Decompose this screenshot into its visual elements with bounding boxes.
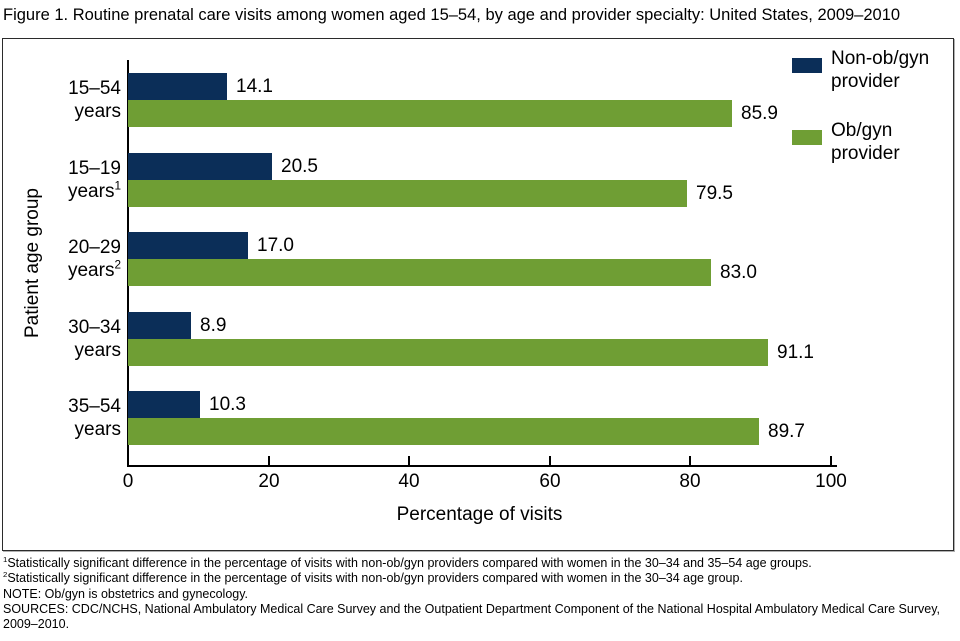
- category-label-35–54: 35–54 years: [68, 396, 121, 440]
- bar-value-obgyn-15–54: 85.9: [741, 103, 778, 124]
- bar-value-non-obgyn-20–29: 17.0: [257, 235, 294, 256]
- legend-label-obgyn: Ob/gyn provider: [831, 120, 900, 164]
- x-axis-line: [127, 465, 837, 467]
- category-label-15–54: 15–54 years: [68, 78, 121, 122]
- figure-title: Figure 1. Routine prenatal care visits a…: [3, 6, 901, 24]
- bar-obgyn-30–34: [128, 339, 768, 366]
- bar-non-obgyn-30–34: [128, 312, 191, 339]
- bar-value-obgyn-35–54: 89.7: [768, 421, 805, 442]
- bar-value-non-obgyn-15–19: 20.5: [281, 156, 318, 177]
- x-tick-40: [408, 456, 410, 465]
- footnote-1: 1Statistically significant difference in…: [3, 554, 812, 570]
- x-tick-20: [268, 456, 270, 465]
- x-tick-0: [127, 456, 129, 465]
- x-tick-label-80: 80: [679, 471, 701, 492]
- bar-value-obgyn-15–19: 79.5: [696, 183, 733, 204]
- bar-obgyn-35–54: [128, 418, 759, 445]
- category-label-20–29: 20–29 years2: [67, 237, 121, 281]
- x-tick-label-20: 20: [258, 471, 280, 492]
- x-tick-100: [830, 456, 832, 465]
- bar-non-obgyn-35–54: [128, 391, 200, 418]
- x-tick-60: [549, 456, 551, 465]
- legend-label-non-obgyn: Non-ob/gyn provider: [831, 48, 930, 92]
- footnote-3: NOTE: Ob/gyn is obstetrics and gynecolog…: [3, 586, 249, 601]
- bar-non-obgyn-20–29: [128, 232, 248, 259]
- category-label-15–19: 15–19 years1: [67, 158, 121, 202]
- bar-obgyn-15–54: [128, 100, 732, 127]
- x-tick-label-60: 60: [539, 471, 561, 492]
- bar-obgyn-15–19: [128, 180, 687, 207]
- bar-obgyn-20–29: [128, 259, 711, 286]
- bar-value-non-obgyn-30–34: 8.9: [200, 315, 227, 336]
- legend-swatch-obgyn: [792, 130, 822, 145]
- footnote-2: 2Statistically significant difference in…: [3, 570, 743, 586]
- footnotes: 1Statistically significant difference in…: [3, 554, 953, 632]
- category-label-30–34: 30–34 years: [68, 317, 121, 361]
- bar-non-obgyn-15–54: [128, 73, 227, 100]
- bar-value-non-obgyn-35–54: 10.3: [209, 394, 246, 415]
- x-tick-label-0: 0: [122, 471, 134, 492]
- x-axis-label: Percentage of visits: [396, 504, 563, 525]
- x-tick-80: [689, 456, 691, 465]
- footnote-4: SOURCES: CDC/NCHS, National Ambulatory M…: [3, 601, 940, 632]
- legend-swatch-non-obgyn: [792, 58, 822, 73]
- x-tick-label-40: 40: [398, 471, 420, 492]
- bar-value-obgyn-20–29: 83.0: [720, 262, 757, 283]
- x-tick-label-100: 100: [815, 471, 847, 492]
- bar-value-obgyn-30–34: 91.1: [777, 342, 814, 363]
- bar-value-non-obgyn-15–54: 14.1: [236, 76, 273, 97]
- bar-non-obgyn-15–19: [128, 153, 272, 180]
